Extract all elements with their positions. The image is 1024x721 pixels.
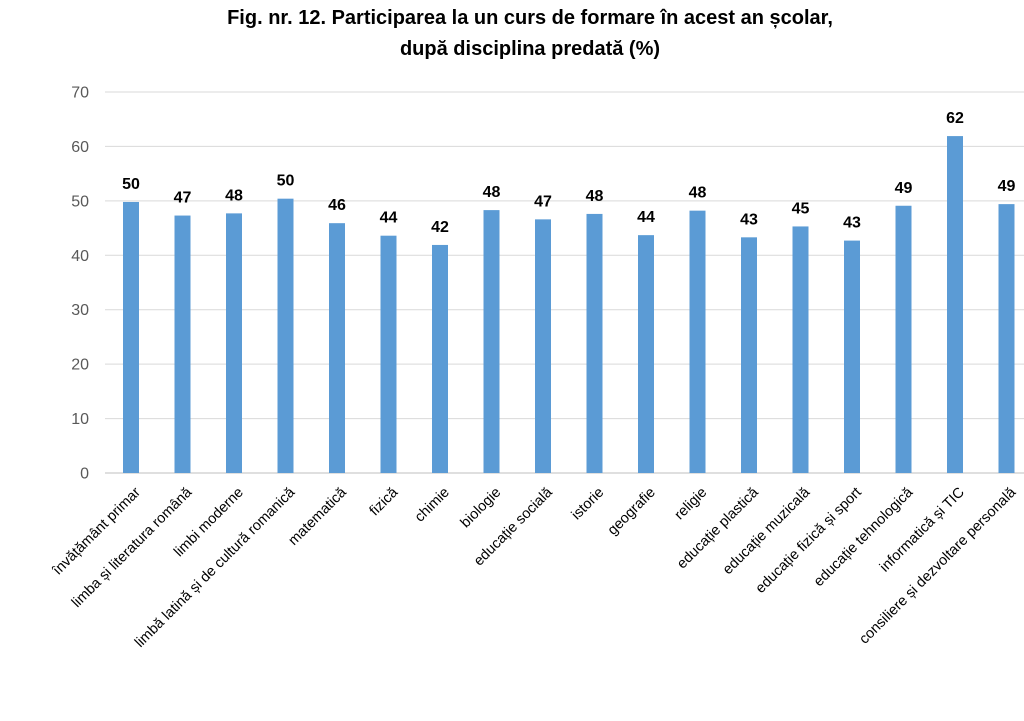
x-category-label: geografie [605,485,659,539]
bar [689,210,706,473]
x-category-label: învățământ primar [49,484,144,579]
x-category-label: religie [672,485,711,524]
data-label: 49 [998,178,1016,195]
y-tick-label: 20 [71,357,89,374]
bar [123,201,139,473]
x-category-label: fizică [367,484,402,519]
x-category-label: educație tehnologică [811,484,917,590]
bar [998,204,1015,473]
data-label: 49 [895,180,913,197]
y-tick-label: 70 [71,85,89,102]
bar [432,244,448,473]
bar [792,226,809,473]
gridlines [105,91,1024,474]
data-label: 62 [946,110,964,127]
bar [586,213,603,474]
bar [380,235,397,473]
data-label: 42 [431,219,449,236]
data-label: 44 [637,209,655,226]
chart-title-line-2: după disciplina predată (%) [400,38,660,60]
data-label: 48 [483,184,501,201]
y-axis-ticks: 0 10 20 30 40 50 60 70 [71,85,89,483]
bar [741,237,757,473]
y-tick-label: 30 [71,302,89,319]
data-label: 43 [740,211,758,228]
y-tick-label: 50 [71,193,89,210]
data-label: 47 [174,190,192,207]
bar [174,215,191,473]
bar [277,198,294,473]
x-category-label: biologie [458,485,505,532]
data-label: 48 [586,188,604,205]
bar [844,240,860,473]
bar [895,205,912,473]
data-label: 50 [122,176,140,193]
data-label: 46 [328,197,346,214]
data-label: 47 [534,193,552,210]
data-labels: 50 47 48 50 46 44 42 48 47 48 44 48 43 45 43 49 62 49 [122,110,1015,236]
y-tick-label: 0 [80,466,89,483]
bar [483,210,500,474]
bars [123,136,1015,474]
y-tick-label: 10 [71,411,89,428]
data-label: 48 [689,185,707,202]
data-label: 48 [225,187,243,204]
y-tick-label: 40 [71,248,89,265]
x-category-label: chimie [412,485,453,526]
x-category-label: educație muzicală [720,484,814,578]
bar [329,223,345,473]
data-label: 50 [277,173,295,190]
bar [535,219,551,473]
data-label: 44 [380,210,398,227]
bar [638,235,654,473]
chart-title-line-1: Fig. nr. 12. Participarea la un curs de … [227,7,833,29]
y-tick-label: 60 [71,139,89,156]
data-label: 45 [792,200,810,217]
data-label: 43 [843,215,861,232]
bar [226,213,242,473]
bar [947,136,963,473]
x-category-label: istorie [569,485,608,524]
